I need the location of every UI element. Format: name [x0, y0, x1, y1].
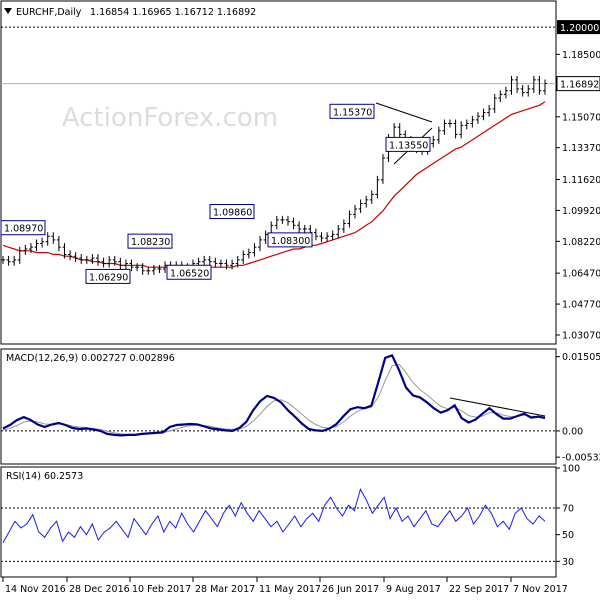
- rsi-panel: [0, 466, 557, 578]
- watermark: ActionForex.com: [62, 103, 278, 133]
- rsi-tick-label: 50: [562, 530, 574, 541]
- annotation-box: [127, 233, 173, 249]
- annotation-box: [85, 268, 131, 284]
- annotation-box: [329, 103, 375, 119]
- price-tick-label: 1.06470: [562, 269, 600, 280]
- x-tick-label: 11 May 2017: [259, 584, 321, 595]
- annotation-label: 1.08970: [4, 224, 43, 235]
- rsi-tick-label: 100: [562, 464, 580, 475]
- macd-line: [2, 354, 546, 437]
- rsi-tick-label: 70: [562, 504, 574, 515]
- triangle-upper-line: [375, 102, 433, 123]
- price-tick-label: 1.08220: [562, 237, 600, 248]
- macd-layer: 0.015052 0.00 -0.005321: [1, 352, 600, 464]
- price-tick-label: 1.03070: [562, 330, 600, 341]
- current-price-label-box: [556, 76, 600, 92]
- macd-tick-label: 0.00: [562, 426, 583, 437]
- annotation-box: [0, 220, 46, 236]
- x-tick-label: 28 Mar 2017: [195, 584, 255, 595]
- price-tick-label: 1.04770: [562, 300, 600, 311]
- annotation-label: 1.09860: [213, 208, 252, 219]
- annotation-label: 1.15370: [333, 107, 372, 118]
- price-tick-label: 1.13370: [562, 143, 600, 154]
- moving-average-line: [2, 101, 546, 268]
- price-tick-label: 1.09920: [562, 206, 600, 217]
- macd-title: MACD(12,26,9) 0.002727 0.002896: [6, 353, 175, 364]
- price-tick-label: 1.11620: [562, 175, 600, 186]
- macd-tick-label: 0.015052: [562, 352, 600, 363]
- macd-trend-line: [449, 397, 546, 417]
- rsi-line: [2, 487, 546, 543]
- rsi-tick-label: 30: [562, 557, 574, 568]
- annotation-label: 1.08230: [131, 237, 170, 248]
- x-tick-label: 7 Nov 2017: [513, 584, 568, 595]
- price-layer: 1.20000 1.18500 1.15070 1.13370 1.11620 1.099…: [0, 20, 600, 341]
- annotation-box: [385, 136, 431, 152]
- x-tick-label: 26 Jun 2017: [322, 584, 379, 595]
- price-tick-label: 1.18500: [562, 50, 600, 61]
- header-symbol: EURCHF,Daily: [16, 7, 82, 18]
- annotation-box: [267, 232, 313, 248]
- x-tick-label: 28 Dec 2016: [69, 584, 130, 595]
- x-tick-label: 14 Nov 2016: [5, 584, 66, 595]
- header-ohlc: 1.16854 1.16965 1.16712 1.16892: [90, 7, 256, 18]
- x-tick-label: 22 Sep 2017: [449, 584, 509, 595]
- annotation-box: [166, 264, 212, 280]
- price-tick-label: 1.15070: [562, 112, 600, 123]
- x-tick-label: 9 Aug 2017: [386, 584, 441, 595]
- x-axis: 14 Nov 2016 28 Dec 2016 10 Feb 2017 28 Mar …: [2, 577, 568, 595]
- header-triangle-icon: [4, 8, 12, 14]
- annotation-label: 1.13550: [389, 140, 428, 151]
- annotation-box: [209, 204, 255, 220]
- level-label: 1.20000: [560, 23, 599, 34]
- current-price-label: 1.16892: [560, 80, 599, 91]
- macd-tick-label: -0.005321: [562, 453, 600, 464]
- rsi-layer: 100 70 50 30: [1, 464, 580, 568]
- x-tick-label: 10 Feb 2017: [132, 584, 191, 595]
- macd-panel: [0, 348, 557, 465]
- annotation-label: 1.06290: [89, 272, 128, 283]
- annotation-label: 1.08300: [271, 236, 310, 247]
- level-label-box: [557, 20, 600, 35]
- price-panel: [0, 0, 557, 345]
- annotation-label: 1.06520: [170, 268, 209, 279]
- rsi-title: RSI(14) 60.2573: [6, 471, 83, 482]
